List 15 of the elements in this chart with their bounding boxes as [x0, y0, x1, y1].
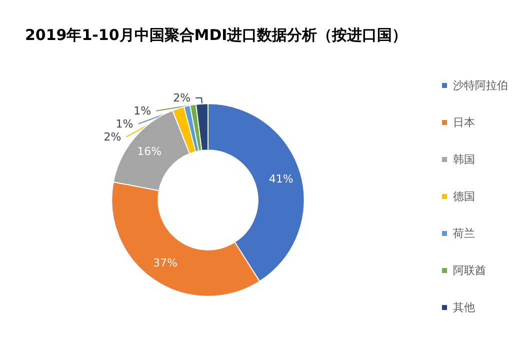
data-label: 2%	[173, 91, 191, 104]
data-label: 41%	[268, 172, 294, 186]
legend-label: 沙特阿拉伯	[453, 79, 508, 92]
legend-label: 日本	[453, 116, 475, 129]
data-label: 1%	[134, 104, 152, 118]
data-label: 16%	[137, 144, 162, 158]
data-label: 2%	[104, 130, 122, 144]
legend-label: 其他	[453, 301, 475, 314]
chart-title: 2019年1-10月中国聚合MDI进口数据分析（按进口国）	[25, 26, 408, 44]
legend-label: 韩国	[453, 153, 475, 166]
legend-label: 阿联酋	[453, 264, 486, 277]
legend-label: 德国	[453, 190, 475, 203]
data-label: 1%	[116, 117, 134, 130]
data-label: 37%	[153, 256, 178, 270]
legend-label: 荷兰	[453, 227, 475, 240]
